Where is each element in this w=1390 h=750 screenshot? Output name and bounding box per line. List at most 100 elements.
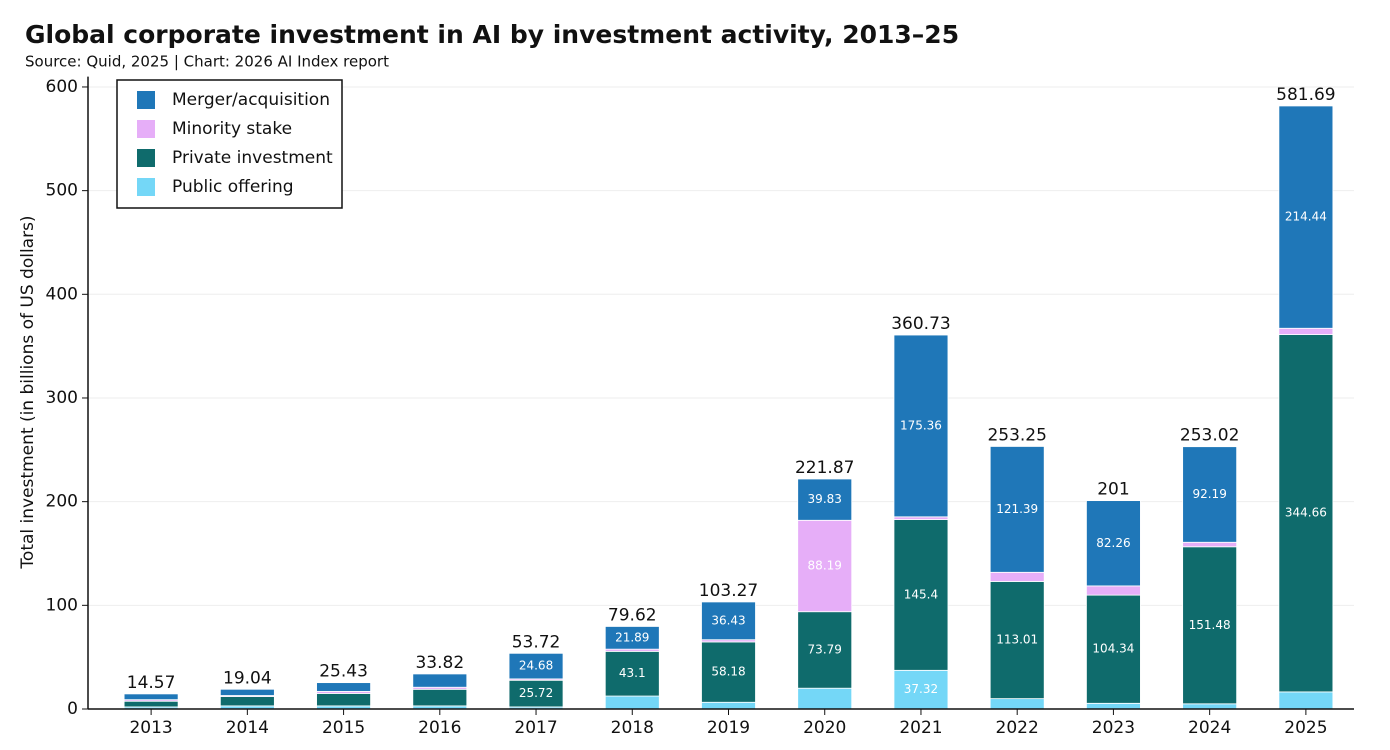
x-tick-label: 2013 <box>129 718 172 738</box>
bar-segment <box>412 673 468 688</box>
legend-swatch <box>137 149 155 167</box>
x-tick-label: 2023 <box>1092 718 1135 738</box>
bar-segment <box>1182 546 1238 705</box>
segment-label: 104.34 <box>1092 642 1134 656</box>
legend-label: Private investment <box>172 148 333 168</box>
segment-label: 113.01 <box>996 633 1038 647</box>
x-tick-label: 2021 <box>899 718 942 738</box>
bar-segment <box>508 679 564 708</box>
y-tick-label: 200 <box>46 492 78 512</box>
bar-segment <box>893 519 949 671</box>
total-label: 33.82 <box>415 653 464 673</box>
y-tick-label: 400 <box>46 284 78 304</box>
legend-label: Minority stake <box>172 119 292 139</box>
total-label: 53.72 <box>512 632 561 652</box>
segment-label: 21.89 <box>615 630 649 644</box>
bar-segment <box>797 687 853 710</box>
x-tick-label: 2025 <box>1284 718 1327 738</box>
chart-subtitle: Source: Quid, 2025 | Chart: 2026 AI Inde… <box>25 53 389 71</box>
total-label: 221.87 <box>795 458 854 478</box>
y-tick-label: 0 <box>67 699 78 719</box>
y-tick-label: 500 <box>46 181 78 201</box>
segment-label: 145.4 <box>904 587 938 601</box>
x-tick-label: 2015 <box>322 718 365 738</box>
x-tick-label: 2016 <box>418 718 461 738</box>
bar-segment <box>604 650 660 697</box>
segment-label: 24.68 <box>519 659 553 673</box>
total-label: 201 <box>1097 480 1129 500</box>
bar-segment <box>219 696 275 707</box>
bar-segment <box>604 695 660 710</box>
bar-segment <box>701 641 756 703</box>
x-tick-label: 2020 <box>803 718 846 738</box>
segment-label: 175.36 <box>900 418 942 432</box>
total-label: 14.57 <box>127 673 176 693</box>
total-label: 103.27 <box>699 581 758 601</box>
segment-label: 88.19 <box>808 558 842 572</box>
bar-segment <box>1086 500 1141 587</box>
segment-label: 58.18 <box>711 665 745 679</box>
total-label: 25.43 <box>319 662 368 682</box>
segment-label: 43.1 <box>619 666 646 680</box>
legend-label: Merger/acquisition <box>172 90 330 110</box>
bar-segment <box>701 701 756 710</box>
bar-segment <box>1278 691 1334 710</box>
total-label: 360.73 <box>891 314 950 334</box>
bar-segment <box>797 611 853 689</box>
bar-segment <box>508 652 564 680</box>
bar-segment <box>893 334 949 518</box>
bar-segment <box>1086 702 1141 710</box>
bar-segment <box>989 698 1045 710</box>
x-tick-label: 2022 <box>996 718 1039 738</box>
total-label: 253.25 <box>987 425 1046 445</box>
bar-segment <box>219 688 275 696</box>
x-tick-label: 2014 <box>226 718 269 738</box>
bar-segment <box>893 516 949 520</box>
bar-segment <box>123 693 179 701</box>
bar-segment <box>1182 703 1238 710</box>
bar-segment <box>1182 446 1238 543</box>
x-tick-label: 2019 <box>707 718 750 738</box>
total-label: 79.62 <box>608 605 657 625</box>
y-axis-title: Total investment (in billions of US doll… <box>18 215 38 569</box>
bar-segment <box>604 626 660 650</box>
chart-title: Global corporate investment in AI by inv… <box>25 20 959 49</box>
bar-segment <box>797 478 853 521</box>
bar-segment <box>316 693 371 707</box>
segment-label: 39.83 <box>808 492 842 506</box>
y-tick-label: 600 <box>46 77 78 97</box>
bar-segment <box>316 682 371 692</box>
legend-swatch <box>137 91 155 109</box>
y-tick-label: 100 <box>46 595 78 615</box>
segment-label: 82.26 <box>1096 536 1130 550</box>
segment-label: 344.66 <box>1285 506 1327 520</box>
segment-label: 214.44 <box>1285 210 1327 224</box>
bar-segment <box>1086 585 1141 596</box>
segment-label: 151.48 <box>1189 618 1231 632</box>
bar-segment <box>1278 105 1334 329</box>
bar-segment <box>1278 334 1334 693</box>
total-label: 253.02 <box>1180 426 1239 446</box>
segment-label: 25.72 <box>519 686 553 700</box>
bar-segment <box>123 700 179 708</box>
bar-segment <box>412 688 468 707</box>
total-label: 19.04 <box>223 668 272 688</box>
bar-segment <box>701 601 756 641</box>
x-tick-label: 2017 <box>514 718 557 738</box>
bar-segment <box>797 519 853 613</box>
segment-label: 36.43 <box>711 613 745 627</box>
segment-label: 92.19 <box>1192 487 1226 501</box>
segment-label: 121.39 <box>996 502 1038 516</box>
x-tick-label: 2024 <box>1188 718 1231 738</box>
bar-segment <box>1086 594 1141 704</box>
bar-segment <box>989 446 1045 573</box>
legend-swatch <box>137 178 155 196</box>
segment-label: 37.32 <box>904 682 938 696</box>
legend-label: Public offering <box>172 177 294 197</box>
bar-segment <box>1182 541 1238 548</box>
bar-segment <box>1278 327 1334 335</box>
segment-label: 73.79 <box>808 642 842 656</box>
x-tick-label: 2018 <box>611 718 654 738</box>
